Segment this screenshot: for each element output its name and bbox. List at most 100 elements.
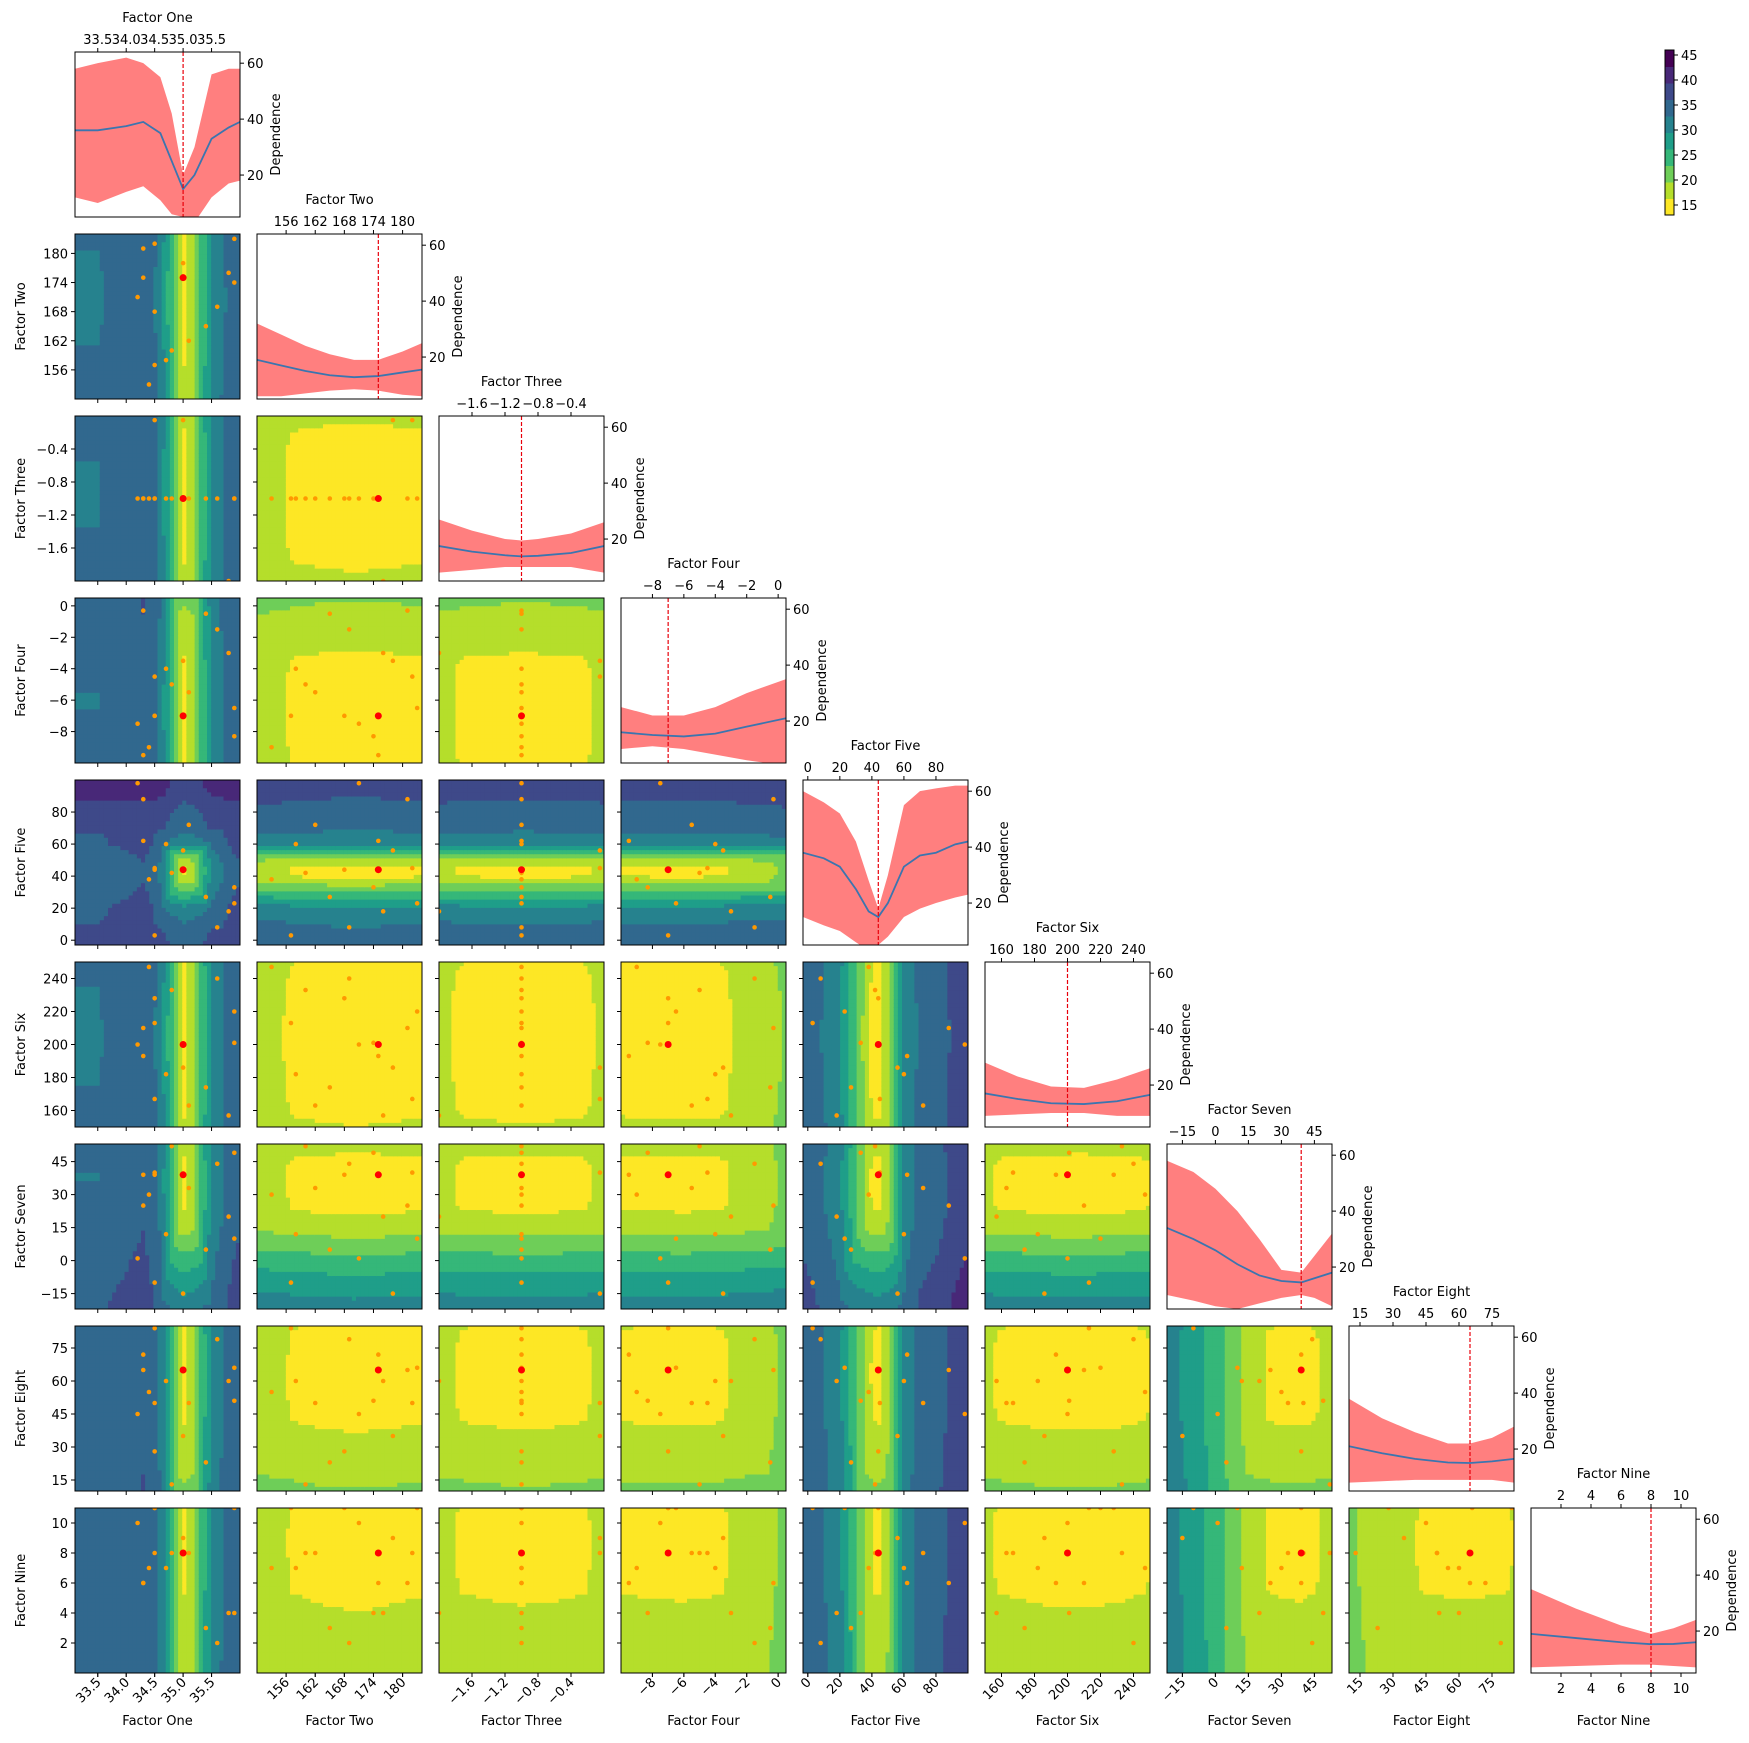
- top-xtick-label: 240: [1121, 943, 1146, 958]
- top-xtick-label: 174: [361, 215, 386, 230]
- diag-panel-4: 20 40 60 Dependence −8 −6 −4 −2 0 Factor Four: [620, 557, 830, 764]
- sample-point: [414, 705, 420, 711]
- sample-point: [866, 1565, 871, 1571]
- sample-point: [771, 796, 776, 802]
- contour-panel-7-6: [981, 1143, 1151, 1313]
- sample-point: [597, 1291, 603, 1296]
- sample-point: [767, 894, 773, 900]
- sample-point: [163, 1378, 169, 1384]
- sample-point: [203, 496, 209, 501]
- sample-point: [232, 1040, 237, 1046]
- contour-panel-3-1: −1.6 −1.2 −0.8 −0.4 Factor Three: [14, 415, 241, 585]
- ytick-label: 156: [43, 364, 68, 379]
- sample-point: [356, 1520, 362, 1526]
- ytick-label: −0.8: [36, 476, 68, 491]
- best-point: [374, 495, 382, 502]
- sample-point: [519, 744, 524, 750]
- sample-point: [1445, 1565, 1451, 1571]
- sample-point: [152, 496, 157, 501]
- best-point: [518, 866, 525, 874]
- sample-point: [771, 1367, 776, 1373]
- panel-frame: [984, 961, 1151, 1128]
- dependence-line: [803, 840, 968, 919]
- sample-point: [163, 1071, 169, 1077]
- ytick-label: 174: [43, 277, 68, 292]
- sample-point: [163, 666, 169, 672]
- sample-point: [214, 1161, 220, 1167]
- sample-point: [519, 1640, 524, 1646]
- sample-point: [135, 1411, 140, 1417]
- sample-point: [519, 1336, 524, 1342]
- sample-point: [371, 733, 376, 739]
- ytick-label: 0: [60, 1255, 68, 1270]
- colorbar-tick-label: 35: [1681, 99, 1698, 114]
- y-axis-title: Factor Four: [14, 644, 29, 717]
- sample-point: [186, 338, 192, 344]
- sample-point: [895, 1535, 900, 1541]
- sample-point: [140, 246, 146, 251]
- sample-point: [673, 1365, 679, 1371]
- sample-point: [232, 1009, 237, 1014]
- panel-frame: [984, 1143, 1151, 1310]
- sample-point: [1098, 1508, 1103, 1511]
- contour-panel-6-4: [617, 961, 787, 1131]
- sample-point: [303, 1550, 308, 1556]
- sample-point: [405, 1580, 410, 1586]
- top-xtick-label: −8: [643, 579, 662, 594]
- panel-frame: [1166, 1325, 1333, 1492]
- sample-point: [519, 1203, 524, 1208]
- sample-point: [767, 1247, 773, 1252]
- sample-point: [1298, 1580, 1304, 1586]
- x-axis-title: Factor Eight: [1393, 1714, 1470, 1729]
- sample-point: [597, 1433, 603, 1439]
- uncertainty-band: [1167, 1160, 1332, 1309]
- contour-panel-9-8: 15 30 45 60 75 Factor Eight: [1345, 1507, 1515, 1729]
- xtick-label: −2: [729, 1675, 753, 1699]
- sample-point: [226, 1610, 231, 1616]
- x-axis-title: Factor Three: [481, 1714, 562, 1729]
- ytick-label: 80: [51, 806, 68, 821]
- top-axis-title: Factor Four: [667, 557, 740, 572]
- panel-frame: [620, 1143, 787, 1310]
- best-point: [664, 866, 672, 874]
- contour-panel-4-2: [253, 597, 423, 767]
- sample-point: [626, 838, 632, 844]
- diag-ytick-label: 20: [1157, 1079, 1174, 1094]
- best-point: [518, 1041, 525, 1048]
- sample-point: [767, 1085, 773, 1090]
- top-xtick-label: −0.4: [555, 397, 587, 412]
- x-axis-title: Factor One: [122, 1714, 192, 1729]
- sample-point: [1215, 1411, 1220, 1417]
- sample-point: [346, 627, 352, 632]
- sample-point: [342, 1172, 347, 1178]
- sample-point: [1401, 1535, 1407, 1541]
- sample-point: [1053, 1352, 1059, 1357]
- sample-point: [771, 1025, 776, 1031]
- ytick-label: −1.2: [36, 509, 68, 524]
- sample-point: [342, 713, 347, 719]
- panel-frame: [1166, 1507, 1333, 1674]
- best-point: [179, 866, 187, 874]
- sample-point: [312, 689, 318, 695]
- contour-panel-7-1: −15 0 15 30 45 Factor Seven: [14, 1143, 241, 1313]
- sample-point: [152, 867, 157, 873]
- sample-point: [519, 996, 524, 1001]
- contour-panel-9-2: 156 162 168 174 180 Factor Two: [253, 1507, 423, 1729]
- panel-frame: [802, 1325, 969, 1492]
- best-point: [1466, 1549, 1474, 1557]
- contour-panel-9-6: 160 180 200 220 240 Factor Six: [980, 1507, 1151, 1729]
- top-xtick-label: −4: [706, 579, 725, 594]
- top-xtick-label: 80: [928, 761, 945, 776]
- sample-point: [519, 1520, 524, 1526]
- contour-panel-6-1: 160 180 200 220 240 Factor Six: [14, 961, 241, 1131]
- xtick-label: 30: [1378, 1675, 1400, 1697]
- sample-point: [269, 1565, 274, 1571]
- ytick-label: −1.6: [36, 542, 68, 557]
- sample-point: [657, 1256, 663, 1261]
- sample-point: [232, 236, 237, 242]
- best-point: [874, 1041, 882, 1048]
- sample-point: [1180, 1535, 1185, 1541]
- ytick-label: −8: [49, 726, 68, 741]
- xtick-label: 30: [1266, 1675, 1288, 1697]
- sample-point: [866, 1192, 871, 1197]
